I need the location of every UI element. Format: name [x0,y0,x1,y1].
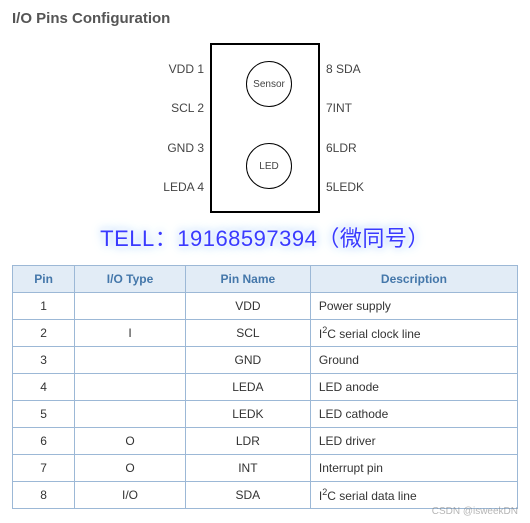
cell-pin: 5 [13,401,75,428]
cell-pin: 8 [13,482,75,509]
left-pin-labels: VDD 1 SCL 2 GND 3 LEDA 4 [144,43,204,213]
col-header: I/O Type [75,266,186,293]
pin-label: 7INT [326,101,386,115]
cell-name: VDD [185,293,310,320]
led-circle: LED [246,143,292,189]
cell-desc: Power supply [310,293,517,320]
cell-pin: 1 [13,293,75,320]
pin-diagram: VDD 1 SCL 2 GND 3 LEDA 4 Sensor LED 8 SD… [12,43,518,213]
pin-label: 8 SDA [326,62,386,76]
cell-desc: Ground [310,347,517,374]
cell-desc: LED cathode [310,401,517,428]
right-pin-labels: 8 SDA 7INT 6LDR 5LEDK [326,43,386,213]
cell-io [75,374,186,401]
pin-label: GND 3 [144,141,204,155]
cell-name: SCL [185,320,310,347]
cell-io: I [75,320,186,347]
pin-label: LEDA 4 [144,180,204,194]
cell-io [75,293,186,320]
table-row: 6OLDRLED driver [13,428,518,455]
cell-io: O [75,455,186,482]
pin-label: 5LEDK [326,180,386,194]
cell-desc: I2C serial clock line [310,320,517,347]
pin-label: VDD 1 [144,62,204,76]
page-title: I/O Pins Configuration [12,10,518,27]
cell-name: INT [185,455,310,482]
cell-pin: 3 [13,347,75,374]
cell-io: I/O [75,482,186,509]
cell-pin: 7 [13,455,75,482]
pin-table: Pin I/O Type Pin Name Description 1 VDDPo… [12,265,518,509]
chip-body: Sensor LED [210,43,320,213]
col-header: Pin [13,266,75,293]
col-header: Description [310,266,517,293]
sensor-circle: Sensor [246,61,292,107]
cell-pin: 4 [13,374,75,401]
cell-io [75,401,186,428]
cell-desc: Interrupt pin [310,455,517,482]
cell-name: LDR [185,428,310,455]
table-row: 8I/OSDAI2C serial data line [13,482,518,509]
cell-desc: I2C serial data line [310,482,517,509]
overlay-text: TELL：19168597394（微同号） [12,221,518,253]
table-row: 5 LEDKLED cathode [13,401,518,428]
col-header: Pin Name [185,266,310,293]
cell-pin: 2 [13,320,75,347]
table-row: 1 VDDPower supply [13,293,518,320]
cell-name: LEDA [185,374,310,401]
cell-name: SDA [185,482,310,509]
cell-desc: LED anode [310,374,517,401]
cell-name: GND [185,347,310,374]
cell-pin: 6 [13,428,75,455]
cell-name: LEDK [185,401,310,428]
table-row: 2ISCLI2C serial clock line [13,320,518,347]
pin-label: SCL 2 [144,101,204,115]
cell-desc: LED driver [310,428,517,455]
cell-io: O [75,428,186,455]
pin-label: 6LDR [326,141,386,155]
table-row: 7OINTInterrupt pin [13,455,518,482]
cell-io [75,347,186,374]
table-row: 3 GNDGround [13,347,518,374]
table-row: 4 LEDALED anode [13,374,518,401]
